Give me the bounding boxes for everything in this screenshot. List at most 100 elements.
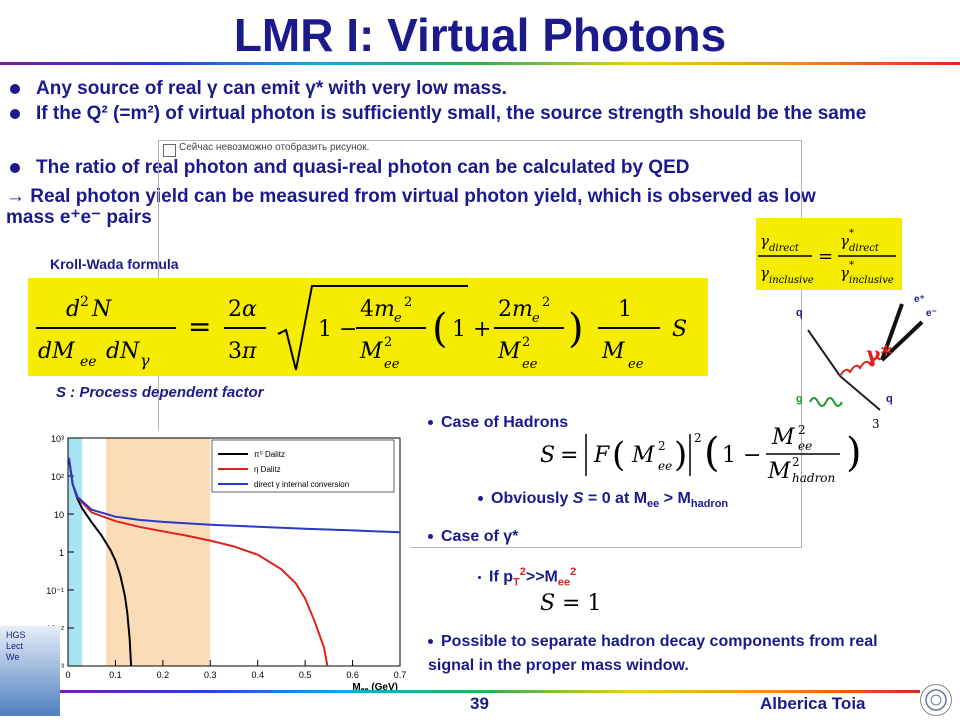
- slide-title: LMR I: Virtual Photons: [233, 9, 727, 61]
- bullet-text: → Real photon yield can be measured from…: [6, 186, 816, 228]
- svg-text:ee: ee: [384, 357, 400, 372]
- svg-text:α: α: [242, 297, 257, 322]
- title-rainbow-rule: [0, 62, 960, 65]
- s-equals-one-formula: S = 1: [540, 591, 601, 616]
- svg-text:d: d: [66, 297, 80, 322]
- bullet-dot: [10, 163, 20, 173]
- photon-ratio-formula-image: γ direct γ inclusive = γ *direct γ *inclusiv…: [758, 228, 896, 286]
- case-gamma-text: Case of γ*: [441, 528, 519, 545]
- bullet-text: Any source of real γ can emit γ* with ve…: [36, 78, 507, 99]
- svg-text:1 −: 1 −: [722, 443, 761, 468]
- hgs-logo: HGS Lect We: [0, 626, 60, 716]
- feynman-diagram: q g q e⁺ e⁻ γ*: [770, 290, 950, 420]
- quark-label-top: q: [796, 307, 803, 319]
- svg-text:2: 2: [228, 297, 242, 322]
- dalitz-plot: 10⁻³10⁻²10⁻¹11010²10³00.10.20.30.40.50.6…: [38, 430, 410, 694]
- series-line-2: [67, 457, 401, 534]
- svg-text:M: M: [601, 339, 625, 364]
- svg-text:1: 1: [618, 297, 632, 322]
- page-number: 39: [470, 694, 489, 713]
- obviously-rest: = 0 at M: [583, 490, 648, 507]
- legend-label-2: direct γ internal conversion: [254, 480, 349, 489]
- svg-text:γ: γ: [760, 264, 769, 282]
- svg-text:e: e: [394, 311, 402, 326]
- svg-text:γ: γ: [140, 351, 150, 370]
- y-tick-label: 10⁻¹: [46, 586, 64, 596]
- hgs-line-3: We: [6, 652, 20, 662]
- obviously-math: S: [572, 490, 584, 507]
- positron-line: [880, 320, 924, 362]
- svg-text:M: M: [359, 339, 383, 364]
- bullet-dot: [478, 496, 483, 502]
- broken-image-icon: [163, 144, 176, 157]
- if-prefix: If p: [489, 568, 513, 586]
- if-sup: 2: [519, 566, 526, 578]
- svg-text:e: e: [532, 311, 540, 326]
- svg-text:2: 2: [792, 455, 800, 469]
- svg-text:3: 3: [228, 339, 242, 364]
- svg-text:*: *: [849, 228, 854, 239]
- svg-text:=: =: [818, 246, 833, 267]
- svg-text:M: M: [771, 425, 795, 450]
- svg-text:2: 2: [542, 295, 550, 310]
- bullet-dot: [428, 534, 433, 540]
- svg-text:π: π: [241, 339, 257, 364]
- case-hadrons-text: Case of Hadrons: [441, 414, 569, 431]
- bullet-dot: [428, 639, 433, 645]
- shaded-region-1: [105, 438, 211, 666]
- bullet-dot: [10, 84, 20, 94]
- svg-text:ee: ee: [798, 439, 812, 453]
- svg-text:3: 3: [872, 417, 880, 431]
- svg-text:inclusive: inclusive: [849, 275, 894, 286]
- svg-text:1 +: 1 +: [452, 317, 491, 342]
- process-factor-note: S : Process dependent factor: [56, 384, 264, 401]
- svg-text:2: 2: [80, 294, 89, 310]
- svg-text:S: S: [672, 317, 687, 342]
- svg-text:M: M: [767, 459, 791, 484]
- svg-text:4: 4: [360, 297, 374, 322]
- author-name: Alberica Toia: [760, 694, 866, 713]
- footer-rainbow-rule: [60, 690, 920, 693]
- svg-text:N: N: [91, 297, 112, 322]
- svg-text:ee: ee: [628, 357, 644, 372]
- svg-text:ee: ee: [658, 459, 672, 473]
- svg-text:ee: ee: [80, 354, 97, 370]
- svg-text:*: *: [849, 260, 854, 271]
- gamma-star-label: γ*: [866, 342, 893, 368]
- if-sub2: ee: [557, 576, 571, 589]
- svg-text:hadron: hadron: [792, 471, 835, 484]
- svg-text:(: (: [612, 435, 625, 475]
- svg-text:=: =: [560, 443, 578, 468]
- obviously-sub1: ee: [647, 498, 660, 511]
- gluon-label: g: [796, 393, 803, 405]
- svg-text:2: 2: [404, 295, 412, 310]
- svg-text:2: 2: [798, 423, 806, 437]
- s-equals-one: S = 1: [540, 584, 620, 618]
- legend-label-0: π⁰ Dalitz: [254, 450, 285, 459]
- x-tick-label: 0.6: [346, 670, 359, 680]
- y-tick-label: 10: [54, 510, 64, 520]
- quark-line-top: [807, 329, 841, 377]
- feynman-diagram-svg: q g q e⁺ e⁻ γ*: [796, 294, 937, 411]
- obviously-line: Obviously S = 0 at Mee > Mhadron: [478, 490, 728, 510]
- svg-text:γ: γ: [840, 232, 849, 250]
- svg-text:dN: dN: [106, 339, 140, 364]
- bullet-text: If the Q² (=m²) of virtual photon is suf…: [36, 103, 867, 124]
- quark-label-bottom: q: [886, 393, 893, 405]
- x-tick-label: 0.4: [251, 670, 264, 680]
- hgs-line-2: Lect: [6, 641, 24, 651]
- y-tick-label: 10³: [51, 434, 64, 444]
- x-tick-label: 0.7: [394, 670, 407, 680]
- case-gamma: Case of γ*: [428, 528, 518, 546]
- if-sup2: 2: [570, 566, 577, 578]
- svg-text:2: 2: [658, 439, 666, 453]
- y-tick-label: 1: [59, 548, 64, 558]
- svg-text:dM: dM: [38, 339, 75, 364]
- svg-text:F: F: [593, 443, 610, 468]
- svg-text:direct: direct: [849, 243, 880, 254]
- y-tick-label: 10²: [51, 472, 64, 482]
